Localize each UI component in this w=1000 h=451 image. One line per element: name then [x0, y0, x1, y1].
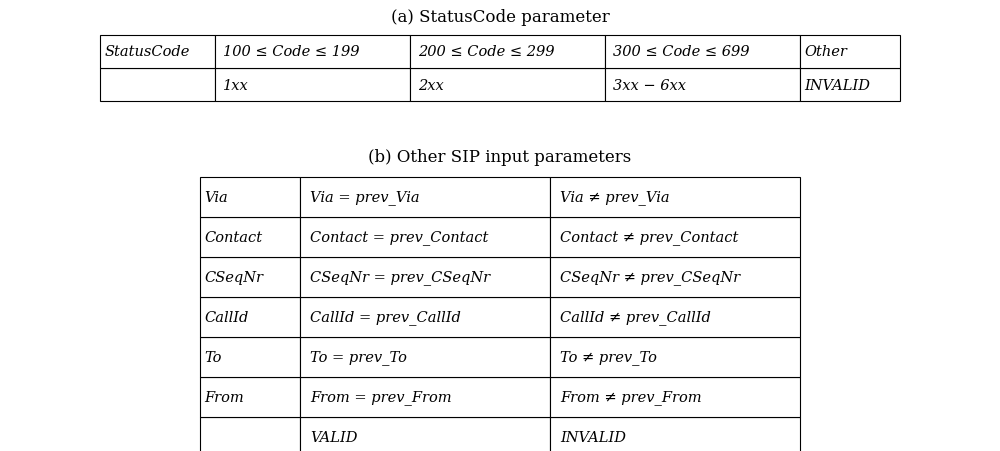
- Text: Contact = prev_Contact: Contact = prev_Contact: [310, 230, 488, 245]
- Bar: [215, 69, 410, 102]
- Bar: [100, 69, 215, 102]
- Bar: [300, 337, 550, 377]
- Text: From = prev_From: From = prev_From: [310, 390, 452, 405]
- Bar: [605, 36, 800, 69]
- Bar: [550, 217, 800, 258]
- Text: (b) Other SIP input parameters: (b) Other SIP input parameters: [368, 149, 632, 166]
- Bar: [200, 297, 300, 337]
- Text: CSeqNr ≠ prev_CSeqNr: CSeqNr ≠ prev_CSeqNr: [560, 270, 740, 285]
- Text: CallId ≠ prev_CallId: CallId ≠ prev_CallId: [560, 310, 711, 325]
- Bar: [200, 178, 300, 217]
- Text: INVALID: INVALID: [560, 430, 626, 444]
- Bar: [605, 69, 800, 102]
- Bar: [200, 417, 300, 451]
- Text: 1xx: 1xx: [223, 78, 249, 92]
- Bar: [200, 258, 300, 297]
- Text: Via ≠ prev_Via: Via ≠ prev_Via: [560, 190, 670, 205]
- Bar: [550, 297, 800, 337]
- Text: (a) StatusCode parameter: (a) StatusCode parameter: [391, 9, 609, 27]
- Text: StatusCode: StatusCode: [105, 46, 190, 60]
- Text: Via = prev_Via: Via = prev_Via: [310, 190, 420, 205]
- Text: 2xx: 2xx: [418, 78, 444, 92]
- Bar: [300, 178, 550, 217]
- Text: Other: Other: [804, 46, 847, 60]
- Text: 3xx − 6xx: 3xx − 6xx: [613, 78, 686, 92]
- Bar: [410, 36, 605, 69]
- Text: Contact ≠ prev_Contact: Contact ≠ prev_Contact: [560, 230, 738, 245]
- Text: From ≠ prev_From: From ≠ prev_From: [560, 390, 702, 405]
- Text: 300 ≤ Code ≤ 699: 300 ≤ Code ≤ 699: [613, 46, 749, 60]
- Text: To: To: [204, 350, 221, 364]
- Text: CSeqNr = prev_CSeqNr: CSeqNr = prev_CSeqNr: [310, 270, 490, 285]
- Bar: [410, 69, 605, 102]
- Text: 200 ≤ Code ≤ 299: 200 ≤ Code ≤ 299: [418, 46, 554, 60]
- Bar: [550, 178, 800, 217]
- Bar: [200, 337, 300, 377]
- Text: CallId = prev_CallId: CallId = prev_CallId: [310, 310, 461, 325]
- Bar: [215, 36, 410, 69]
- Text: To = prev_To: To = prev_To: [310, 350, 407, 364]
- Text: Via: Via: [204, 191, 228, 205]
- Bar: [550, 258, 800, 297]
- Bar: [800, 69, 900, 102]
- Text: INVALID: INVALID: [804, 78, 870, 92]
- Bar: [550, 337, 800, 377]
- Bar: [300, 417, 550, 451]
- Bar: [200, 377, 300, 417]
- Text: VALID: VALID: [310, 430, 358, 444]
- Bar: [200, 217, 300, 258]
- Bar: [300, 377, 550, 417]
- Text: To ≠ prev_To: To ≠ prev_To: [560, 350, 657, 364]
- Bar: [300, 297, 550, 337]
- Text: CallId: CallId: [204, 310, 248, 324]
- Text: From: From: [204, 390, 244, 404]
- Text: 100 ≤ Code ≤ 199: 100 ≤ Code ≤ 199: [223, 46, 359, 60]
- Bar: [550, 377, 800, 417]
- Bar: [550, 417, 800, 451]
- Bar: [300, 258, 550, 297]
- Bar: [800, 36, 900, 69]
- Text: CSeqNr: CSeqNr: [204, 271, 263, 285]
- Bar: [300, 217, 550, 258]
- Bar: [100, 36, 215, 69]
- Text: Contact: Contact: [204, 230, 262, 244]
